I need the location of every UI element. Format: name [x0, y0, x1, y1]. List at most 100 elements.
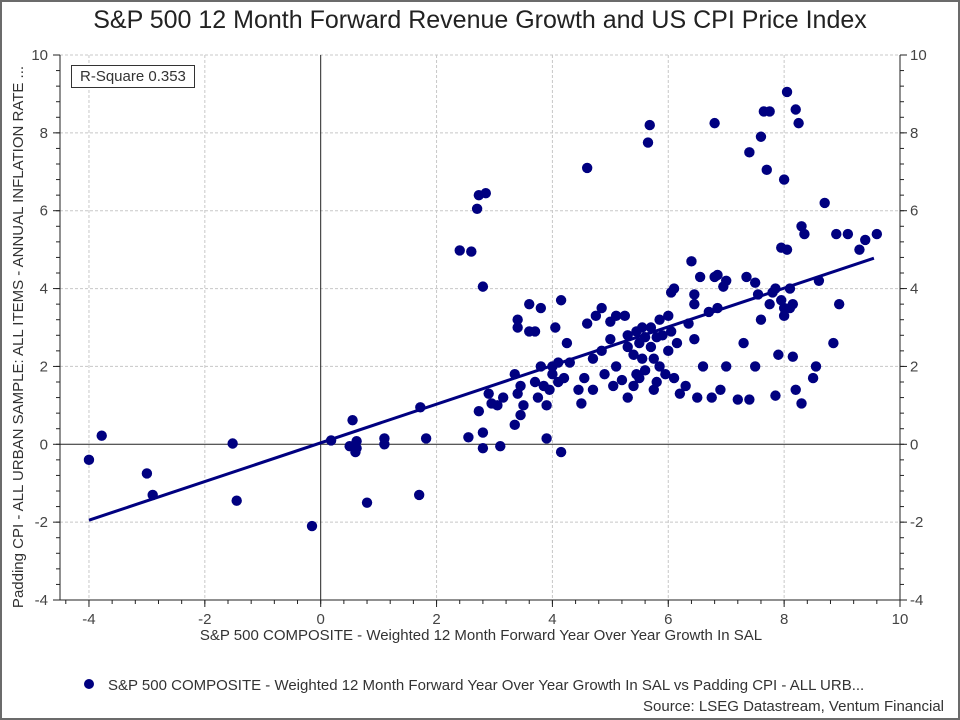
data-point	[665, 326, 677, 337]
data-point	[361, 497, 373, 508]
data-point	[471, 203, 483, 214]
data-point	[778, 310, 790, 322]
data-point	[515, 409, 526, 421]
data-point	[599, 369, 610, 380]
x-tick-label: 2	[432, 611, 440, 628]
data-point	[619, 310, 631, 322]
data-point	[781, 86, 793, 98]
data-point	[799, 228, 810, 240]
data-point	[518, 400, 529, 411]
data-point	[689, 333, 700, 345]
data-point	[796, 398, 807, 409]
data-point	[712, 269, 723, 281]
data-point	[579, 372, 590, 384]
data-point	[668, 372, 680, 384]
y-tick-label-right: -2	[910, 514, 923, 531]
data-point	[694, 271, 706, 283]
data-point	[749, 277, 761, 288]
data-point	[755, 314, 767, 325]
data-point	[477, 427, 489, 438]
data-point	[706, 392, 717, 403]
data-point	[781, 244, 793, 255]
y-tick-label-right: 10	[910, 47, 927, 64]
chart-title: S&P 500 12 Month Forward Revenue Growth …	[93, 6, 867, 34]
data-point	[512, 314, 523, 325]
data-point	[622, 341, 633, 353]
data-point	[637, 322, 648, 333]
trendline-group	[88, 256, 875, 522]
data-point	[420, 433, 432, 444]
data-point	[605, 333, 616, 345]
x-tick-label: 0	[317, 611, 325, 628]
data-point	[466, 246, 477, 257]
data-point	[689, 298, 700, 310]
data-point	[532, 392, 544, 403]
x-tick-label: 8	[780, 611, 788, 628]
data-point	[697, 361, 709, 372]
data-point	[616, 374, 628, 386]
data-point	[819, 197, 830, 209]
data-point	[686, 256, 697, 267]
data-point	[828, 337, 839, 349]
y-tick-label-left: 2	[40, 358, 48, 375]
data-point	[306, 520, 318, 532]
data-point	[634, 372, 645, 384]
data-point	[871, 228, 883, 240]
data-point	[744, 394, 755, 405]
data-point	[509, 419, 520, 431]
data-point	[473, 405, 485, 417]
y-tick-label-right: 0	[910, 436, 918, 453]
x-tick-label: -4	[82, 611, 95, 628]
data-point	[787, 298, 799, 310]
data-point	[645, 341, 657, 353]
data-point	[663, 310, 674, 322]
data-point	[755, 131, 767, 142]
data-point	[628, 380, 639, 392]
data-point	[761, 164, 772, 176]
y-tick-label-right: 4	[910, 281, 918, 298]
data-point	[689, 289, 700, 300]
tick-marks	[53, 54, 907, 607]
y-tick-label-left: 0	[40, 436, 48, 453]
data-point	[628, 349, 639, 360]
data-point	[544, 384, 555, 395]
data-point	[512, 322, 523, 333]
r-square-annotation: R-Square 0.353	[71, 65, 195, 88]
data-point	[483, 388, 494, 399]
data-point	[561, 337, 573, 349]
data-point	[96, 430, 107, 441]
data-point	[770, 390, 781, 401]
data-point	[671, 337, 683, 349]
source-note: Source: LSEG Datastream, Ventum Financia…	[643, 698, 944, 715]
data-point	[512, 388, 523, 399]
data-point	[645, 322, 657, 333]
data-point	[581, 318, 593, 329]
data-point	[480, 187, 491, 199]
y-tick-label-right: 2	[910, 358, 918, 375]
x-tick-label: 10	[892, 611, 909, 628]
data-point	[692, 392, 703, 403]
data-point	[141, 468, 153, 479]
legend-marker-icon	[84, 679, 94, 690]
data-point	[558, 372, 570, 384]
data-point	[573, 384, 584, 395]
data-point	[654, 314, 665, 325]
data-point	[550, 322, 561, 333]
data-point	[529, 376, 541, 388]
data-point	[637, 353, 648, 364]
data-point	[555, 295, 567, 306]
y-tick-label-left: -4	[35, 592, 48, 609]
data-point	[477, 281, 489, 292]
y-tick-label-right: 6	[910, 203, 918, 220]
data-point	[648, 353, 659, 364]
data-point	[227, 438, 238, 449]
data-point	[351, 442, 362, 454]
data-point	[764, 106, 775, 117]
data-point	[854, 244, 865, 255]
data-point	[657, 330, 668, 341]
data-point	[495, 441, 506, 452]
data-point	[749, 361, 761, 372]
data-point	[773, 349, 784, 360]
y-tick-label-left: 8	[40, 125, 48, 142]
data-point	[651, 376, 662, 388]
